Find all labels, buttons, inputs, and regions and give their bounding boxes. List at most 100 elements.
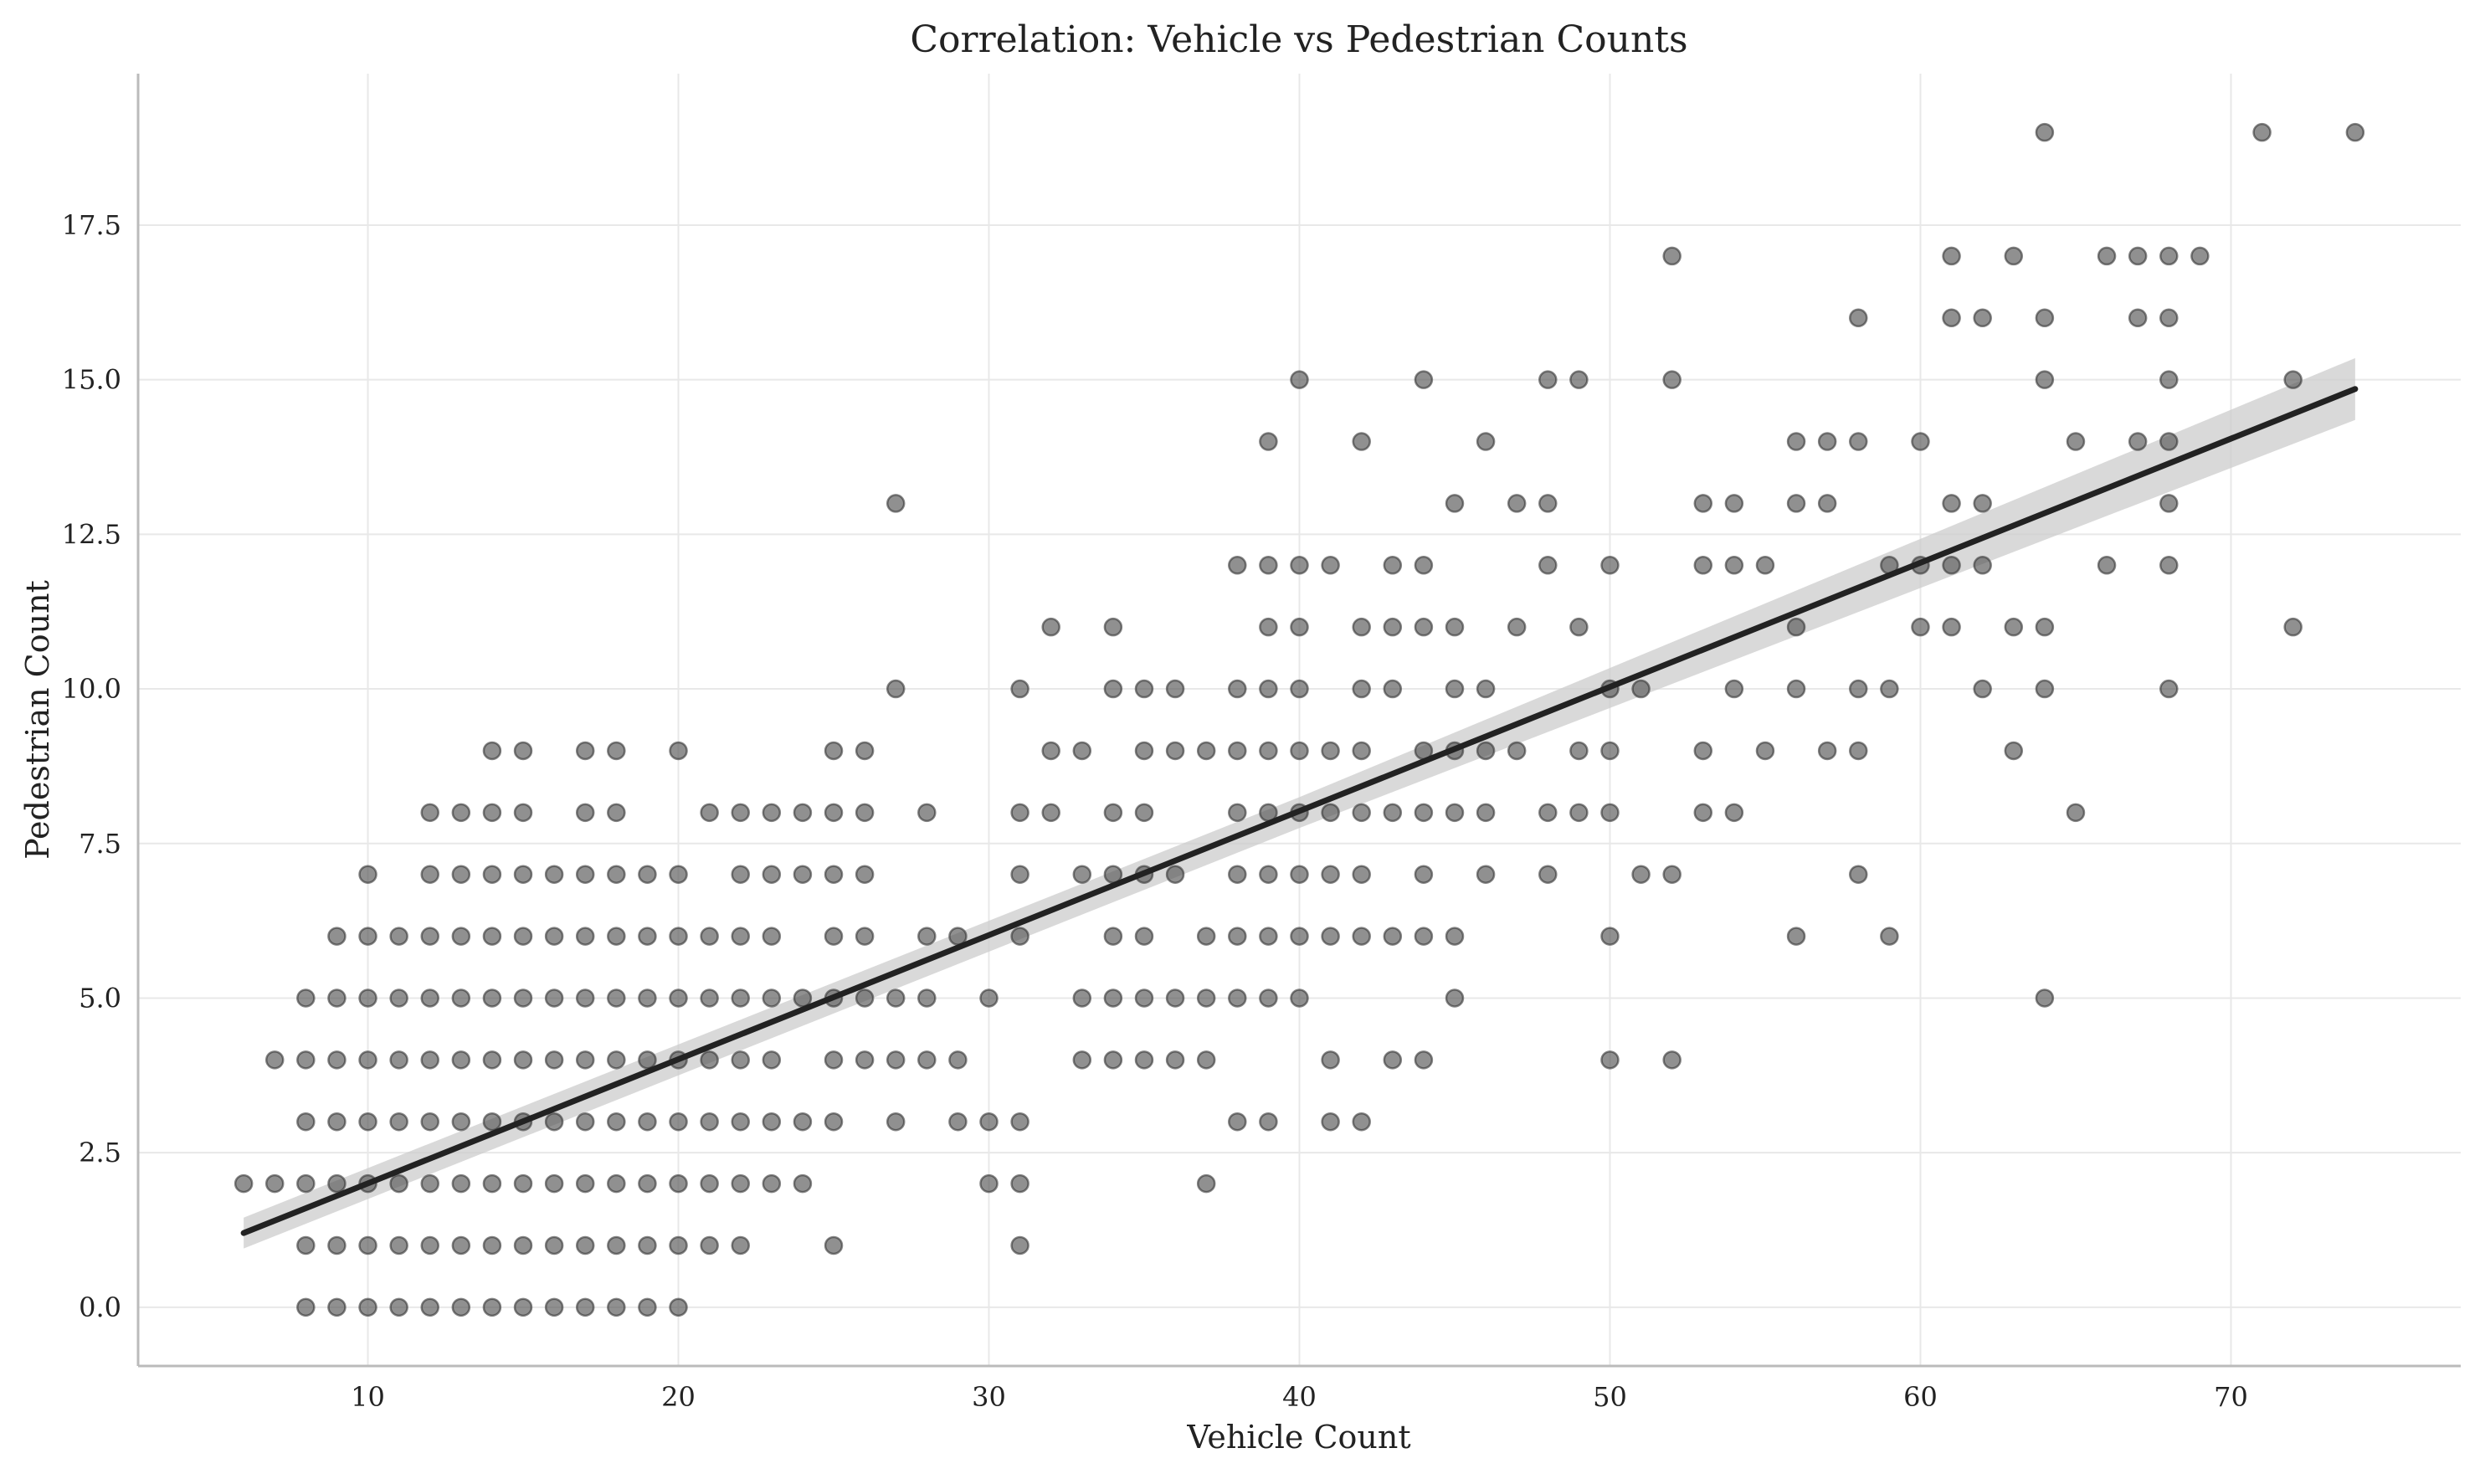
scatter-point [638,927,657,946]
scatter-point [420,988,439,1008]
scatter-point [389,1173,408,1194]
scatter-point [1445,803,1465,823]
scatter-point [1445,494,1465,513]
scatter-point [2066,803,2086,823]
axes [136,74,2461,1368]
scatter-point [513,1173,533,1194]
scatter-point [544,1297,564,1317]
scatter-point [1600,803,1620,823]
scatter-point [1383,1050,1403,1070]
scatter-point [824,1235,844,1255]
scatter-point [1259,988,1278,1008]
scatter-point [513,1235,533,1255]
scatter-point [1693,803,1713,823]
scatter-point [264,1050,285,1070]
scatter-point [1507,741,1527,761]
scatter-point [575,865,595,884]
scatter-point [2159,308,2179,328]
scatter-point [1383,556,1403,575]
scatter-point [1290,865,1309,884]
scatter-point [1538,370,1558,389]
scatter-point [700,927,719,946]
scatter-point [762,1173,782,1194]
scatter-point [638,1235,657,1255]
scatter-point [1072,865,1092,884]
scatter-point [1476,432,1496,451]
scatter-point [2035,308,2055,328]
scatter-point [607,1112,626,1132]
scatter-point [607,803,626,823]
scatter-point [1880,679,1899,699]
regression-line [240,386,2359,1236]
scatter-point [1786,432,1806,451]
scatter-point [420,1173,439,1194]
scatter-point [358,927,377,946]
scatter-point [1259,865,1278,884]
scatter-point [2159,494,2179,513]
scatter-point [824,803,844,823]
scatter-point [358,865,377,884]
scatter-point [513,1297,533,1317]
scatter-point [1662,246,1681,266]
scatter-point [855,988,875,1008]
scatter-point [544,1050,564,1070]
scatter-point [669,1112,688,1132]
scatter-point [451,1235,471,1255]
scatter-point [2159,556,2179,575]
scatter-point [638,1173,657,1194]
scatter-point [2159,246,2179,266]
scatter-point [1103,679,1123,699]
scatter-point [1942,246,1961,266]
scatter-point [1290,370,1309,389]
scatter-point [482,865,502,884]
scatter-point [1600,741,1620,761]
scatter-point [1228,988,1247,1008]
scatter-point [762,803,782,823]
scatter-point [1973,556,1992,575]
scatter-point [575,1173,595,1194]
scatter-point [234,1173,254,1194]
scatter-point [451,803,471,823]
scatter-point [1383,927,1403,946]
scatter-point [1352,679,1371,699]
scatter-point [855,865,875,884]
scatter-point [1538,803,1558,823]
scatter-point [607,988,626,1008]
scatter-point [1600,556,1620,575]
scatter-point [1445,679,1465,699]
chart-title: Correlation: Vehicle vs Pedestrian Count… [910,18,1687,61]
scatter-point [389,988,408,1008]
scatter-point [1817,432,1837,451]
scatter-point [482,1050,502,1070]
scatter-point [2159,679,2179,699]
scatter-point [793,865,813,884]
scatter-point [575,1297,595,1317]
y-tick-label: 2.5 [79,1137,121,1168]
scatter-point [638,1297,657,1317]
scatter-point [1103,1050,1123,1070]
scatter-point [1321,1050,1340,1070]
scatter-point [1724,494,1744,513]
scatter-point [1352,865,1371,884]
scatter-point [1321,927,1340,946]
scatter-point [917,1050,937,1070]
scatter-point [1290,556,1309,575]
scatter-point [1724,803,1744,823]
scatter-point [327,1050,347,1070]
scatter-point [327,1297,347,1317]
scatter-point [1134,741,1154,761]
scatter-point [1600,927,1620,946]
scatter-point [482,803,502,823]
scatter-point [575,988,595,1008]
scatter-point [948,1112,968,1132]
scatter-point [1476,803,1496,823]
scatter-point [1817,494,1837,513]
scatter-point [638,865,657,884]
scatter-point [1321,741,1340,761]
scatter-point [1445,988,1465,1008]
scatter-point [855,927,875,946]
scatter-point [389,927,408,946]
scatter-point [1414,927,1434,946]
scatter-point [544,988,564,1008]
scatter-point [420,1112,439,1132]
